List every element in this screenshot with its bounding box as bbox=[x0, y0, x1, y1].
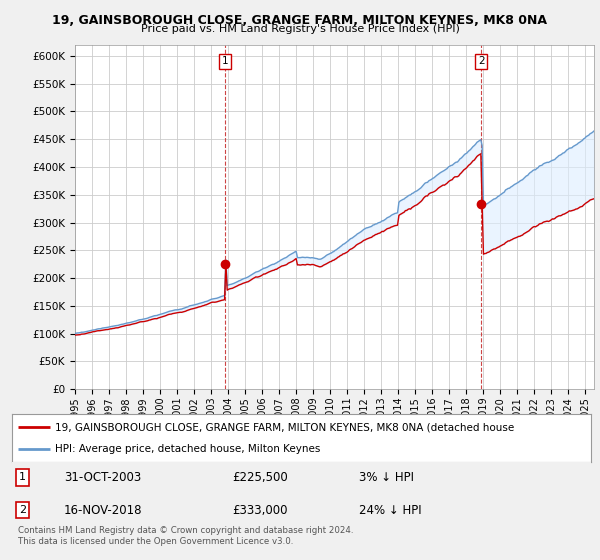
Text: 2: 2 bbox=[478, 57, 485, 67]
Text: HPI: Average price, detached house, Milton Keynes: HPI: Average price, detached house, Milt… bbox=[55, 444, 321, 454]
Text: 16-NOV-2018: 16-NOV-2018 bbox=[64, 503, 143, 516]
Text: 31-OCT-2003: 31-OCT-2003 bbox=[64, 471, 142, 484]
Text: £225,500: £225,500 bbox=[232, 471, 288, 484]
Text: 19, GAINSBOROUGH CLOSE, GRANGE FARM, MILTON KEYNES, MK8 0NA: 19, GAINSBOROUGH CLOSE, GRANGE FARM, MIL… bbox=[53, 14, 548, 27]
Text: Contains HM Land Registry data © Crown copyright and database right 2024.
This d: Contains HM Land Registry data © Crown c… bbox=[18, 526, 353, 546]
Text: 24% ↓ HPI: 24% ↓ HPI bbox=[359, 503, 422, 516]
Text: 3% ↓ HPI: 3% ↓ HPI bbox=[359, 471, 415, 484]
Text: 2: 2 bbox=[19, 505, 26, 515]
Text: Price paid vs. HM Land Registry's House Price Index (HPI): Price paid vs. HM Land Registry's House … bbox=[140, 24, 460, 34]
Text: 19, GAINSBOROUGH CLOSE, GRANGE FARM, MILTON KEYNES, MK8 0NA (detached house: 19, GAINSBOROUGH CLOSE, GRANGE FARM, MIL… bbox=[55, 422, 515, 432]
Text: 1: 1 bbox=[222, 57, 229, 67]
Text: 1: 1 bbox=[19, 473, 26, 482]
Text: £333,000: £333,000 bbox=[232, 503, 287, 516]
